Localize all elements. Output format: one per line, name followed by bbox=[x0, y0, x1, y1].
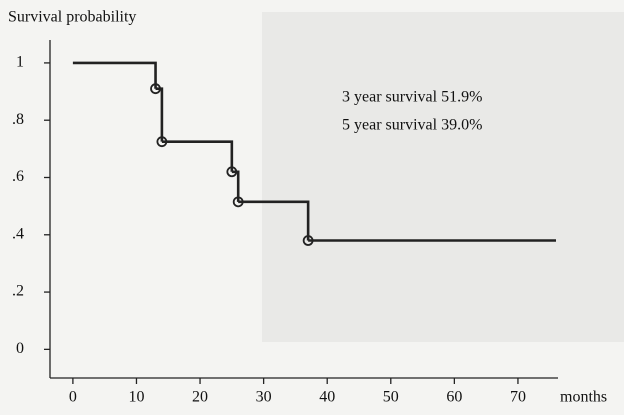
survival-step bbox=[162, 142, 232, 172]
page: {"chart_data": { "type": "step", "y_labe… bbox=[0, 0, 624, 415]
background-figure bbox=[262, 12, 624, 342]
y-tick-label: .8 bbox=[12, 111, 24, 128]
x-tick-label: 30 bbox=[256, 389, 272, 406]
y-tick-label: .6 bbox=[12, 168, 24, 185]
x-tick-label: 40 bbox=[319, 389, 335, 406]
x-axis-label: months bbox=[560, 389, 607, 406]
x-tick-label: 0 bbox=[69, 389, 77, 406]
y-tick-label: .2 bbox=[12, 283, 24, 300]
chart: Survival probability months 3 year survi… bbox=[0, 0, 624, 415]
x-tick-label: 70 bbox=[510, 389, 526, 406]
x-tick-label: 50 bbox=[383, 389, 399, 406]
y-tick-label: 1 bbox=[16, 54, 24, 71]
annotation: 3 year survival 51.9% bbox=[342, 89, 482, 106]
y-tick-label: .4 bbox=[12, 225, 24, 242]
survival-step bbox=[73, 63, 156, 89]
x-tick-label: 10 bbox=[128, 389, 144, 406]
survival-step bbox=[156, 89, 162, 142]
annotation: 5 year survival 39.0% bbox=[342, 117, 482, 134]
x-tick-label: 20 bbox=[192, 389, 208, 406]
y-tick-label: 0 bbox=[16, 340, 24, 357]
x-tick-label: 60 bbox=[446, 389, 462, 406]
y-axis-label: Survival probability bbox=[8, 9, 136, 26]
